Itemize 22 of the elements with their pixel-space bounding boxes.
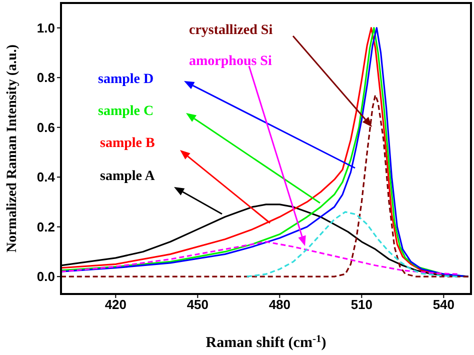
legend-label: sample C — [98, 104, 154, 119]
x-tick-label: 540 — [432, 297, 455, 312]
y-axis-title: Normalized Raman Intensity (a.u.) — [5, 44, 20, 253]
y-tick-label: 0.6 — [36, 120, 55, 135]
x-axis-title: Raman shift (cm$^{-1}$) — [206, 334, 326, 351]
y-tick-label: 0.4 — [36, 170, 56, 185]
y-tick-label: 0.8 — [36, 70, 55, 86]
x-tick-label: 420 — [104, 297, 127, 312]
line-series — [61, 94, 470, 278]
text: crystallized Si — [189, 23, 273, 38]
text: sample B — [100, 136, 155, 151]
text: sample A — [100, 169, 156, 184]
x-tick-label: 450 — [186, 297, 209, 312]
y-tick-label: 0.2 — [36, 219, 55, 234]
legend-label: sample D — [98, 72, 154, 87]
line-series — [61, 240, 458, 275]
line-series — [246, 211, 458, 278]
x-tick-label: 510 — [350, 297, 373, 312]
y-tick-label: 0.0 — [36, 269, 55, 284]
x-tick-label: 480 — [268, 297, 291, 312]
text: amorphous Si — [189, 54, 272, 69]
y-tick-label: 1.0 — [36, 20, 55, 36]
